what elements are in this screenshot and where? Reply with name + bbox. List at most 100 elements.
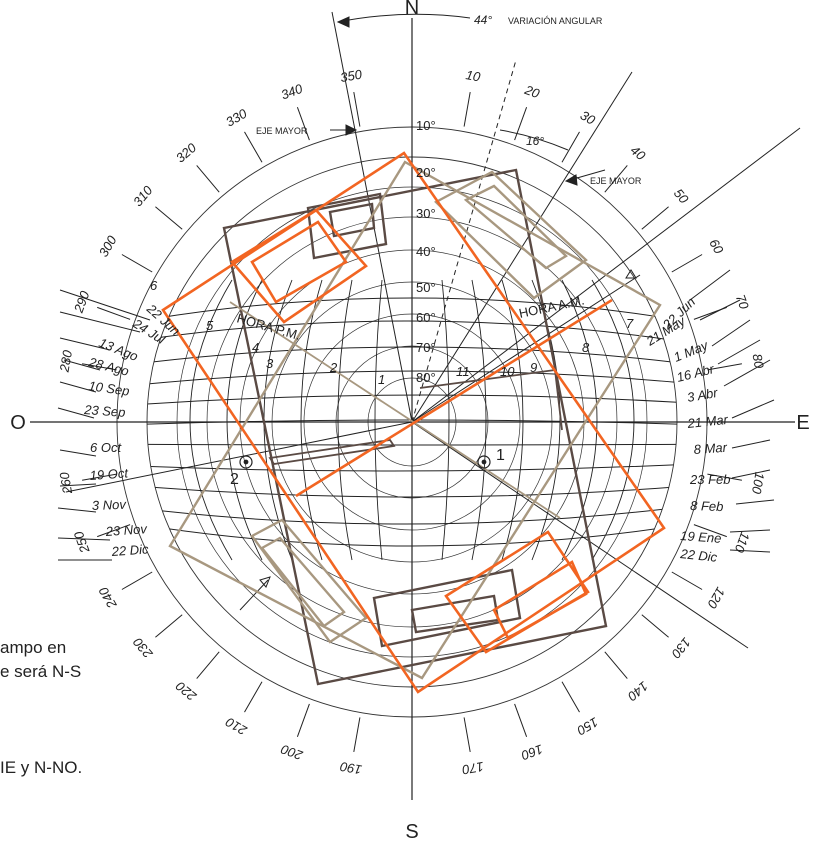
date-label-right: 22 Dic bbox=[679, 546, 719, 565]
date-extension bbox=[63, 359, 101, 371]
date-extension bbox=[729, 549, 771, 553]
azimuth-tick bbox=[121, 571, 153, 590]
date-label-left: 6 Oct bbox=[90, 440, 122, 455]
date-label-right: 19 Ene bbox=[680, 528, 722, 546]
date-label-right: 23 Feb bbox=[689, 472, 730, 487]
azimuth-tick bbox=[561, 131, 580, 163]
azimuth-label: 10 bbox=[465, 67, 483, 84]
azimuth-label: 160 bbox=[519, 742, 545, 764]
hour-line bbox=[471, 279, 487, 561]
azimuth-tick bbox=[671, 571, 703, 590]
date-label-left: 23 Nov bbox=[104, 521, 149, 539]
date-extension bbox=[59, 483, 97, 487]
azimuth-tick bbox=[82, 363, 117, 371]
date-extension bbox=[729, 529, 771, 533]
azimuth-ticks bbox=[77, 87, 747, 757]
azimuth-tick bbox=[353, 92, 361, 127]
label-eje-mayor-right: EJE MAYOR bbox=[590, 176, 642, 186]
date-label-left: 19 Oct bbox=[89, 465, 130, 483]
altitude-label: 80° bbox=[416, 370, 436, 385]
azimuth-label: 80 bbox=[750, 353, 767, 371]
date-extension bbox=[723, 359, 771, 387]
azimuth-tick bbox=[671, 254, 703, 273]
azimuth-tick bbox=[244, 681, 263, 713]
date-label-right: 1 May bbox=[672, 337, 712, 365]
hour-line bbox=[501, 279, 524, 561]
hour-label-am: 8 bbox=[582, 340, 590, 355]
hour-line bbox=[189, 279, 233, 561]
azimuth-label: 70 bbox=[733, 292, 752, 311]
date-extension bbox=[731, 469, 771, 479]
azimuth-label: 340 bbox=[279, 81, 305, 103]
hour-line bbox=[591, 279, 635, 561]
hour-label-pm: 3 bbox=[266, 356, 274, 371]
date-extension bbox=[59, 289, 151, 321]
date-extension bbox=[59, 311, 141, 333]
azimuth-tick bbox=[463, 92, 471, 127]
date-label-right: 8 Feb bbox=[690, 498, 724, 514]
hour-line bbox=[300, 279, 323, 561]
azimuth-tick bbox=[463, 717, 471, 752]
azimuth-label: 20 bbox=[522, 82, 542, 102]
azimuth-tick bbox=[353, 717, 361, 752]
azimuth-label: 210 bbox=[222, 714, 250, 739]
azimuth-label: 190 bbox=[338, 759, 363, 778]
date-extension bbox=[689, 269, 731, 301]
hour-label-am: 9 bbox=[530, 360, 537, 375]
azimuth-tick bbox=[514, 107, 528, 141]
azimuth-label: 50 bbox=[671, 186, 692, 207]
label-north: N bbox=[405, 0, 419, 19]
azimuth-label: 40 bbox=[628, 142, 649, 163]
label-south: S bbox=[405, 821, 418, 843]
azimuth-label: 230 bbox=[130, 634, 157, 662]
date-extension bbox=[711, 319, 751, 347]
label-eje-mayor-left: EJE MAYOR bbox=[256, 126, 308, 136]
hour-label-pm: 1 bbox=[378, 372, 385, 387]
hour-label-am: 11 bbox=[456, 364, 470, 379]
azimuth-label: 260 bbox=[56, 470, 75, 496]
side-note-line-2: e será N-S bbox=[0, 662, 82, 681]
header-caption: VARIACIÓN ANGULAR bbox=[508, 16, 603, 26]
azimuth-label: 110 bbox=[731, 530, 752, 555]
date-label-left: 3 Nov bbox=[92, 497, 128, 513]
date-label-right: 3 Abr bbox=[686, 385, 719, 405]
date-extension bbox=[717, 339, 761, 365]
azimuth-tick bbox=[244, 131, 263, 163]
azimuth-label: 330 bbox=[223, 105, 250, 129]
azimuth-tick bbox=[121, 254, 153, 273]
hour-label-am: 7 bbox=[626, 316, 634, 331]
azimuth-tick bbox=[196, 651, 220, 679]
azimuth-label: 140 bbox=[624, 678, 651, 704]
azimuth-tick bbox=[155, 206, 183, 230]
azimuth-tick bbox=[296, 107, 310, 141]
building-orange bbox=[161, 151, 666, 694]
header-angle: 44° bbox=[474, 13, 492, 27]
date-label-right: 21 Mar bbox=[686, 412, 729, 431]
date-extension bbox=[59, 337, 111, 351]
azimuth-label: 200 bbox=[278, 741, 305, 763]
azimuth-label: 280 bbox=[56, 348, 75, 374]
label-angle-16: 16° bbox=[526, 134, 544, 148]
label-east: E bbox=[796, 412, 809, 434]
azimuth-tick bbox=[97, 524, 131, 538]
azimuth-tick bbox=[604, 651, 628, 679]
azimuth-tick bbox=[196, 165, 220, 193]
hour-line bbox=[374, 279, 383, 561]
date-label-left: 10 Sep bbox=[88, 378, 131, 399]
azimuth-tick bbox=[82, 473, 117, 481]
date-label-left: 22 Dic bbox=[110, 541, 149, 559]
altitude-label: 30° bbox=[416, 206, 436, 221]
azimuth-label: 100 bbox=[749, 471, 768, 496]
date-extension bbox=[57, 537, 111, 541]
azimuth-tick bbox=[641, 614, 669, 638]
hour-label-pm: 5 bbox=[206, 318, 214, 333]
label-point-1: 1 bbox=[496, 447, 505, 464]
azimuth-label: 320 bbox=[173, 140, 200, 166]
azimuth-tick bbox=[296, 703, 310, 737]
date-extension bbox=[57, 407, 95, 419]
date-label-right: 16 Abr bbox=[675, 361, 716, 385]
date-extension bbox=[59, 449, 97, 457]
azimuth-label: 250 bbox=[71, 529, 93, 556]
date-extension bbox=[699, 299, 741, 321]
